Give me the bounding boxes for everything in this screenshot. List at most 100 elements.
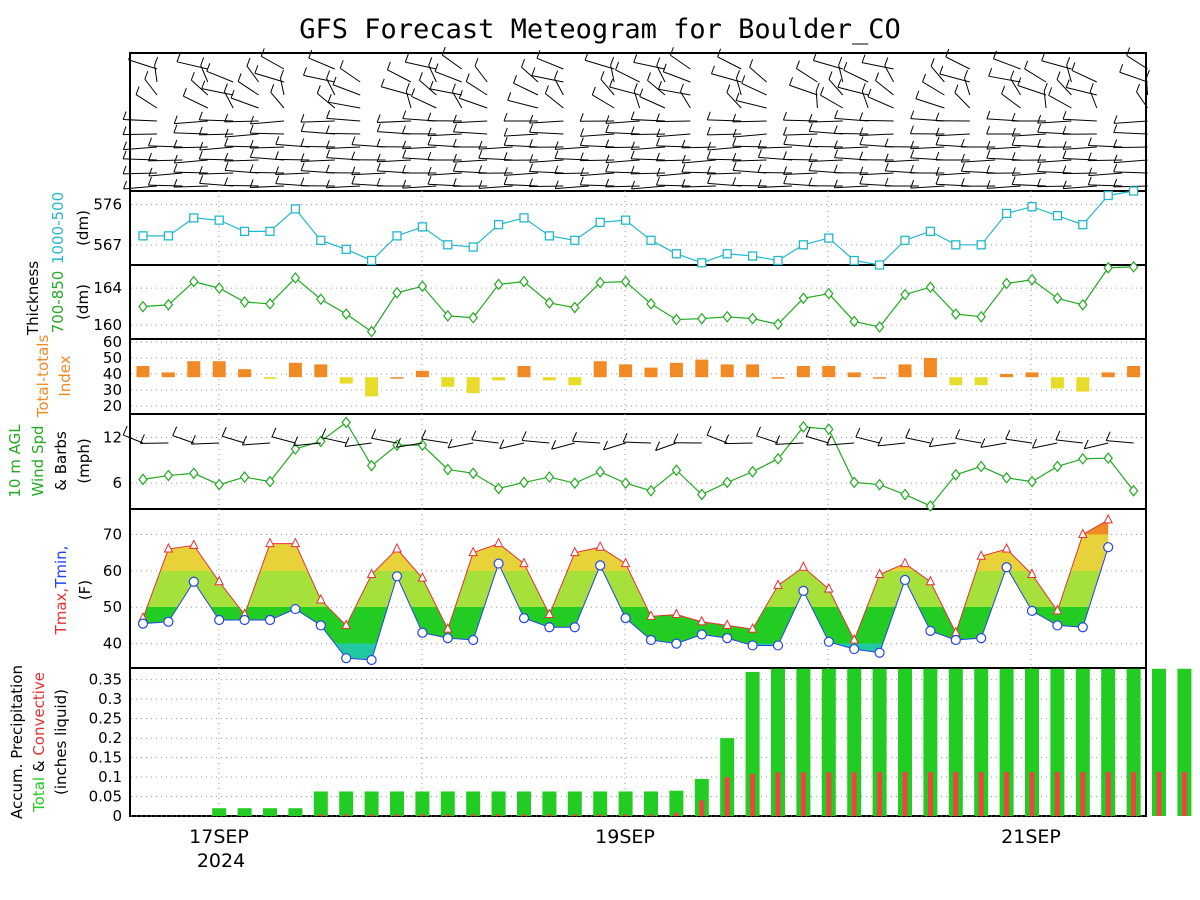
upper-barb-flag [910,179,915,189]
upper-barb-flag [1126,47,1131,56]
upper-barb-flag [945,48,950,58]
upper-barb [1001,93,1021,109]
upper-barb [328,101,361,109]
upper-barb [954,92,971,109]
thickness_1000_500-point [417,222,428,232]
wind-barb [447,442,474,449]
tmin-point [747,640,758,651]
wind-barb [1005,438,1033,444]
tt-bar [898,364,912,378]
upper-barb-flag [224,177,229,186]
thickness_850_700-point [239,296,250,308]
upper-barb [1113,120,1148,124]
thickness_1000_500-point [976,240,986,250]
upper-barb [387,69,412,83]
tt-bar [212,361,226,378]
upper-barb [758,146,793,149]
upper-barb [123,185,158,190]
tmin-point [341,653,352,664]
precip-total-bar [1075,668,1090,816]
wind_speed-point [570,477,580,490]
thickness_1000_500-point [798,240,809,250]
precip-total-bar [440,791,455,816]
upper-barb-flag [128,51,132,60]
precip-total-bar [339,791,354,816]
upper-barb-flag [198,126,203,136]
upper-barb [154,64,158,83]
upper-barb [128,59,158,70]
upper-barb-flag [861,83,866,92]
upper-barb-flag [935,151,940,161]
upper-barb [429,88,462,96]
precip-total-bar [593,791,608,816]
precip-conv-bar [978,771,984,816]
thickness_850_700-point [163,298,174,311]
upper-barb [554,158,589,161]
upper-barb-flag [201,80,206,89]
upper-barb [631,158,666,161]
y-tick-label: 50 [103,349,122,367]
upper-barb-flag [828,71,833,80]
thickness_1000_500-point [138,231,148,241]
wind-barb-flag [603,440,608,451]
upper-barb-flag [783,127,787,136]
upper-barb-flag [554,180,559,189]
upper-barb [732,145,767,148]
tmin-point [798,585,809,596]
wind-barb-flag [395,437,401,448]
upper-barb-flag [859,112,864,121]
wind-barb-flag [551,440,557,450]
tmax-point [290,537,301,548]
wind-barb-flag [756,426,762,437]
upper-barb [741,82,767,96]
upper-barb-flag [605,163,610,172]
tmax-point [163,542,174,553]
precip-conv-bar [572,814,578,816]
upper-barb [1088,184,1123,187]
upper-barb [148,184,183,187]
wind_speed-point [214,478,224,491]
thickness_1000_500-point [1001,208,1012,219]
upper-barb-flag [1011,176,1016,185]
thickness-850-series [138,260,1139,338]
precip-conv-bar [546,814,552,816]
upper-barb [1024,68,1047,83]
upper-barb-flag [144,70,149,80]
upper-barb-flag [910,110,915,119]
upper-barb-flag [1001,85,1006,95]
wind-barb [1032,442,1058,449]
upper-barb [783,172,818,175]
upper-barb [190,79,209,96]
upper-barb [605,171,640,174]
tmax-point [595,541,606,551]
wind-barb-flag [241,435,247,446]
precip-conv-bar [1156,771,1162,816]
upper-barb [144,78,158,96]
thickness_1000_500-point [570,235,580,245]
upper-barb-flag [176,53,181,62]
wind_speed-point [976,460,986,473]
thickness_850_700-point [1078,298,1088,311]
upper-barb-flag [148,137,152,146]
precip-total-label: Total [30,777,48,813]
upper-barb [1017,85,1047,96]
upper-barb [580,159,615,162]
tt-bar [822,366,836,378]
upper-barb [250,171,285,174]
tt-bar [263,377,277,379]
upper-barb-flag [427,112,432,121]
wind-barb [655,442,677,451]
upper-barb-flag [986,125,991,135]
upper-barb [332,84,361,96]
thickness_850_700-line [142,266,1134,333]
upper-barb [592,94,615,109]
precip-total-bar [313,791,328,816]
tmax-point [366,568,377,578]
tt-bar [974,377,988,386]
upper-barb-flag [1113,163,1118,172]
precip-total-bar [567,791,582,816]
precip-conv-bar [775,772,781,816]
upper-barb [733,133,767,138]
upper-barb-flag [732,177,737,186]
upper-barb [173,146,208,149]
